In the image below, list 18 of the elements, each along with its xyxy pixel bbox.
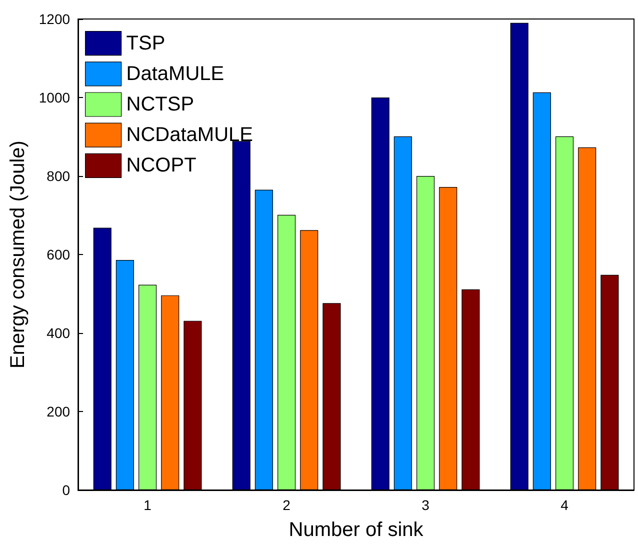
y-tick-label: 800 — [46, 168, 70, 184]
y-tick-label: 1200 — [38, 11, 70, 27]
x-tick-label: 3 — [422, 497, 430, 513]
y-tick-label: 1000 — [38, 90, 70, 106]
y-tick-label: 600 — [46, 246, 70, 262]
legend-label: NCOPT — [126, 154, 196, 177]
x-tick-label: 1 — [144, 497, 152, 513]
x-axis-title: Number of sink — [288, 519, 424, 541]
legend-label: DataMULE — [126, 62, 224, 85]
y-axis-title: Energy consumed (Joule) — [7, 140, 29, 368]
legend-label: NCDataMULE — [126, 124, 254, 146]
y-tick-label: 0 — [62, 482, 70, 498]
x-tick-label: 4 — [560, 497, 569, 513]
legend-label: NCTSP — [126, 94, 194, 116]
legend-label: TSP — [126, 32, 166, 54]
x-tick-label: 2 — [282, 497, 291, 513]
y-tick-label: 400 — [46, 325, 70, 341]
y-tick-label: 200 — [46, 404, 70, 420]
